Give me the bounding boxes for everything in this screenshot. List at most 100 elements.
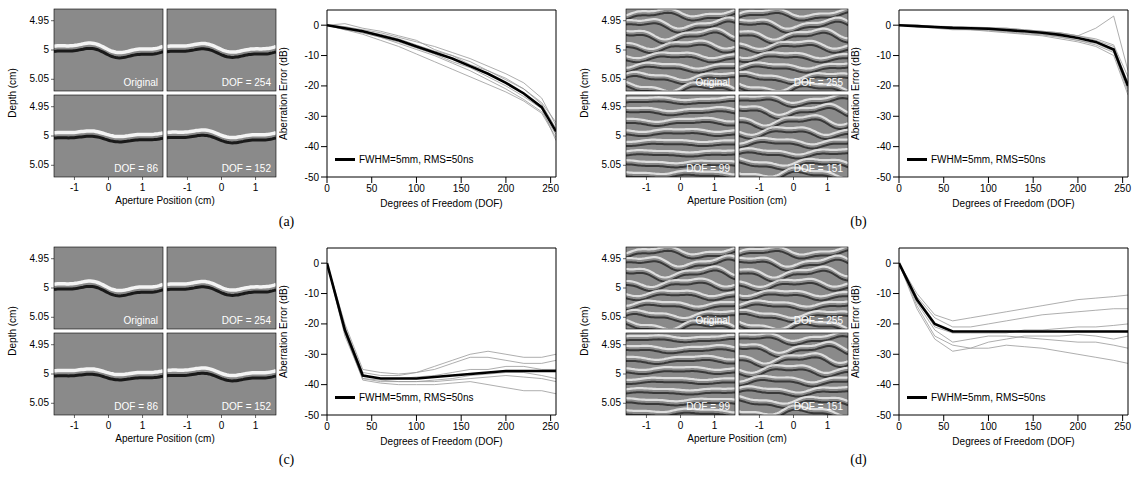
svg-text:0: 0 [896, 421, 902, 432]
svg-text:Aperture Position (cm): Aperture Position (cm) [687, 433, 786, 444]
svg-text:4.95: 4.95 [30, 339, 50, 350]
svg-text:-1: -1 [183, 182, 192, 193]
svg-text:-40: -40 [305, 379, 320, 390]
svg-text:200: 200 [1070, 421, 1087, 432]
svg-text:-10: -10 [305, 50, 320, 61]
svg-text:1: 1 [140, 182, 146, 193]
svg-text:5.05: 5.05 [30, 73, 50, 84]
svg-text:-50: -50 [305, 410, 320, 421]
svg-text:5.05: 5.05 [30, 311, 50, 322]
svg-text:1: 1 [825, 420, 831, 431]
svg-text:100: 100 [408, 421, 425, 432]
svg-text:250: 250 [1114, 183, 1131, 194]
svg-text:150: 150 [453, 183, 470, 194]
svg-text:4.95: 4.95 [602, 101, 622, 112]
svg-text:-1: -1 [70, 182, 79, 193]
svg-text:0: 0 [896, 183, 902, 194]
svg-text:DOF = 255: DOF = 255 [794, 77, 844, 88]
svg-text:50: 50 [366, 183, 378, 194]
svg-text:150: 150 [1025, 421, 1042, 432]
svg-text:0: 0 [324, 183, 330, 194]
svg-text:5.05: 5.05 [602, 159, 622, 170]
svg-text:Aberration Error (dB): Aberration Error (dB) [851, 47, 861, 140]
svg-text:1: 1 [825, 182, 831, 193]
svg-text:250: 250 [542, 421, 559, 432]
svg-text:-50: -50 [877, 172, 892, 183]
svg-text:0: 0 [219, 420, 225, 431]
svg-text:150: 150 [453, 421, 470, 432]
svg-text:5: 5 [43, 282, 49, 293]
svg-text:5: 5 [43, 44, 49, 55]
svg-text:-30: -30 [877, 111, 892, 122]
svg-text:Depth (cm): Depth (cm) [579, 306, 590, 355]
svg-text:DOF = 99: DOF = 99 [686, 401, 730, 412]
svg-text:-1: -1 [183, 420, 192, 431]
svg-text:DOF = 151: DOF = 151 [794, 401, 844, 412]
svg-text:100: 100 [408, 183, 425, 194]
svg-text:100: 100 [980, 421, 997, 432]
svg-text:DOF = 255: DOF = 255 [794, 315, 844, 326]
svg-text:4.95: 4.95 [602, 15, 622, 26]
svg-text:-20: -20 [877, 318, 892, 329]
svg-text:Depth (cm): Depth (cm) [7, 306, 18, 355]
svg-text:0: 0 [885, 258, 891, 269]
svg-text:0: 0 [885, 20, 891, 31]
svg-text:DOF = 151: DOF = 151 [794, 163, 844, 174]
svg-text:5.05: 5.05 [602, 397, 622, 408]
svg-text:-40: -40 [305, 141, 320, 152]
svg-text:0: 0 [313, 20, 319, 31]
svg-text:200: 200 [498, 421, 515, 432]
svg-text:5: 5 [615, 368, 621, 379]
svg-text:-50: -50 [305, 172, 320, 183]
svg-text:5: 5 [615, 130, 621, 141]
svg-text:1: 1 [140, 420, 146, 431]
svg-text:100: 100 [980, 183, 997, 194]
svg-text:-10: -10 [877, 50, 892, 61]
svg-text:0: 0 [313, 258, 319, 269]
svg-text:Original: Original [124, 77, 158, 88]
svg-text:5: 5 [43, 368, 49, 379]
svg-text:-1: -1 [642, 182, 651, 193]
svg-text:4.95: 4.95 [30, 253, 50, 264]
svg-text:5.05: 5.05 [602, 311, 622, 322]
svg-text:-40: -40 [877, 379, 892, 390]
svg-text:50: 50 [938, 421, 950, 432]
svg-text:-20: -20 [877, 80, 892, 91]
svg-text:DOF = 152: DOF = 152 [222, 401, 272, 412]
svg-text:0: 0 [791, 182, 797, 193]
svg-text:-30: -30 [305, 349, 320, 360]
svg-text:250: 250 [1114, 421, 1131, 432]
svg-text:-30: -30 [305, 111, 320, 122]
svg-text:0: 0 [106, 420, 112, 431]
svg-text:1: 1 [253, 420, 259, 431]
svg-text:0: 0 [678, 420, 684, 431]
svg-text:5: 5 [615, 44, 621, 55]
svg-text:Aberration Error (dB): Aberration Error (dB) [851, 285, 861, 378]
svg-text:200: 200 [1070, 183, 1087, 194]
svg-text:Aperture Position (cm): Aperture Position (cm) [115, 195, 214, 206]
svg-text:DOF = 86: DOF = 86 [114, 401, 158, 412]
svg-text:1: 1 [712, 182, 718, 193]
svg-text:250: 250 [542, 183, 559, 194]
svg-text:DOF = 152: DOF = 152 [222, 163, 272, 174]
svg-text:Degrees of Freedom (DOF): Degrees of Freedom (DOF) [380, 198, 502, 209]
svg-text:50: 50 [938, 183, 950, 194]
svg-text:Original: Original [124, 315, 158, 326]
svg-text:0: 0 [791, 420, 797, 431]
svg-text:0: 0 [324, 421, 330, 432]
svg-text:-1: -1 [70, 420, 79, 431]
svg-text:50: 50 [366, 421, 378, 432]
svg-text:Original: Original [696, 77, 730, 88]
svg-text:5: 5 [43, 130, 49, 141]
svg-text:0: 0 [219, 182, 225, 193]
svg-text:150: 150 [1025, 183, 1042, 194]
svg-text:Degrees of Freedom (DOF): Degrees of Freedom (DOF) [380, 436, 502, 447]
svg-text:-20: -20 [305, 318, 320, 329]
svg-text:0: 0 [678, 182, 684, 193]
svg-text:Depth (cm): Depth (cm) [7, 68, 18, 117]
svg-text:Aperture Position (cm): Aperture Position (cm) [115, 433, 214, 444]
svg-text:200: 200 [498, 183, 515, 194]
svg-text:-30: -30 [877, 349, 892, 360]
svg-text:DOF = 254: DOF = 254 [222, 77, 272, 88]
svg-text:-40: -40 [877, 141, 892, 152]
